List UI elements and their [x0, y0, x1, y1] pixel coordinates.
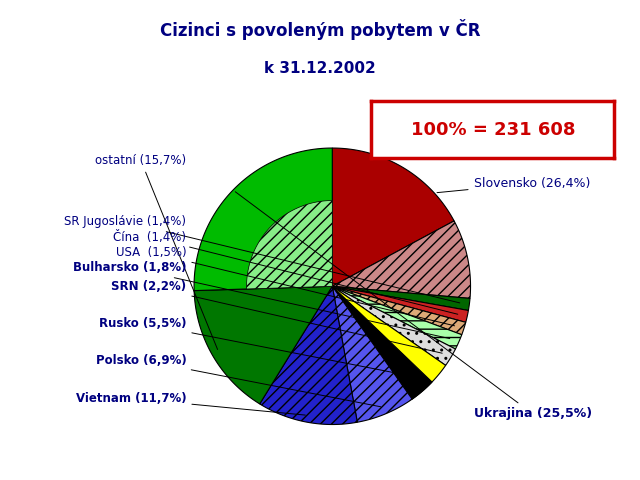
Text: Čína  (1,4%): Čína (1,4%) [113, 230, 458, 314]
Text: Polsko (6,9%): Polsko (6,9%) [95, 353, 381, 407]
Polygon shape [332, 286, 470, 311]
Text: Vietnam (11,7%): Vietnam (11,7%) [76, 392, 305, 415]
Polygon shape [332, 286, 466, 335]
Polygon shape [332, 286, 432, 399]
Text: Cizinci s povoleným pobytem v ČR: Cizinci s povoleným pobytem v ČR [160, 19, 480, 40]
Polygon shape [332, 286, 461, 349]
Text: Rusko (5,5%): Rusko (5,5%) [99, 317, 422, 378]
Polygon shape [332, 148, 454, 286]
Text: ostatní (15,7%): ostatní (15,7%) [95, 154, 218, 349]
Text: 100% = 231 608: 100% = 231 608 [410, 120, 575, 139]
Polygon shape [332, 221, 470, 299]
Text: k 31.12.2002: k 31.12.2002 [264, 61, 376, 76]
Polygon shape [246, 201, 332, 289]
Polygon shape [332, 286, 468, 323]
Polygon shape [332, 286, 456, 365]
Polygon shape [332, 286, 412, 422]
Polygon shape [332, 286, 445, 399]
Text: Bulharsko (1,8%): Bulharsko (1,8%) [73, 261, 450, 338]
Text: Slovensko (26,4%): Slovensko (26,4%) [437, 177, 590, 192]
Text: SR Jugoslávie (1,4%): SR Jugoslávie (1,4%) [65, 215, 460, 303]
Polygon shape [194, 148, 332, 290]
Polygon shape [260, 286, 357, 424]
Polygon shape [194, 286, 332, 404]
Text: SRN (2,2%): SRN (2,2%) [111, 280, 442, 353]
Text: USA  (1,5%): USA (1,5%) [116, 246, 454, 326]
Text: Ukrajina (25,5%): Ukrajina (25,5%) [236, 192, 592, 420]
